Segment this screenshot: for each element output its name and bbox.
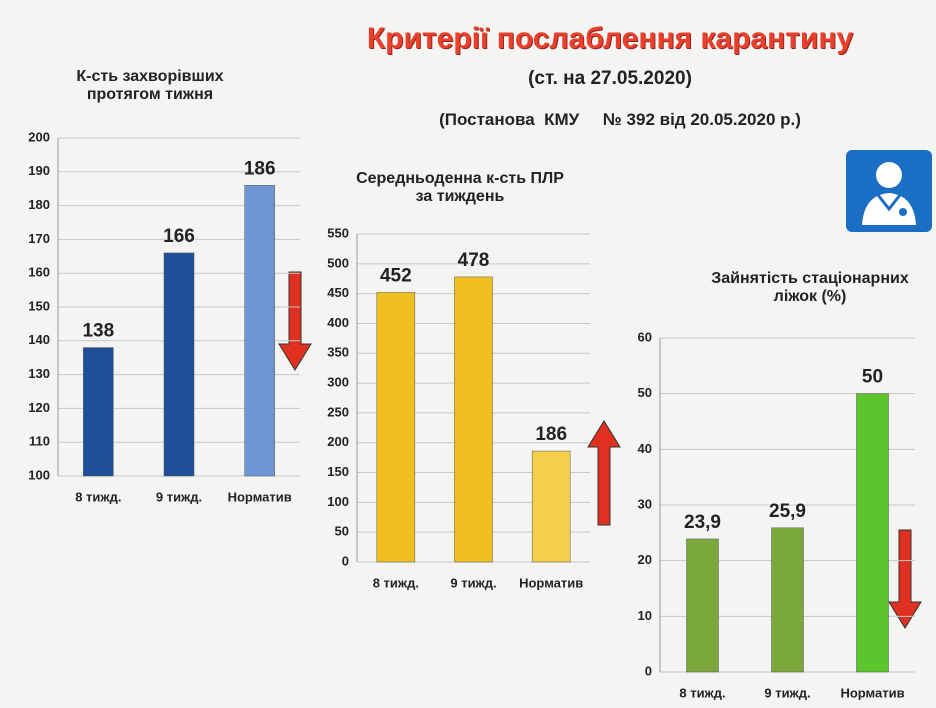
data-label: 138 [82, 321, 114, 342]
arrow-down [278, 271, 312, 371]
decree: (Постанова КМУ № 392 від 20.05.2020 р.) [439, 110, 801, 129]
y-tick-label: 30 [638, 496, 652, 511]
y-tick-label: 50 [638, 385, 652, 400]
data-label: 452 [380, 265, 412, 286]
y-tick-label: 120 [28, 400, 50, 415]
bar [376, 292, 416, 563]
data-label: 186 [244, 158, 276, 179]
y-tick-label: 400 [327, 315, 349, 330]
bar [856, 393, 889, 673]
y-tick-label: 0 [645, 663, 652, 678]
data-label: 50 [862, 367, 883, 388]
bar [163, 252, 195, 477]
x-tick-label: Норматив [840, 685, 904, 700]
bar [244, 185, 275, 477]
y-tick-label: 100 [327, 494, 349, 509]
y-tick-label: 350 [327, 345, 349, 360]
y-tick-label: 150 [327, 464, 349, 479]
doctor-icon [846, 150, 932, 232]
title: Критерії послаблення карантину [366, 22, 854, 55]
bar [531, 450, 571, 563]
y-tick-label: 450 [327, 285, 349, 300]
x-tick-label: 9 тижд. [450, 575, 496, 590]
y-tick-label: 150 [28, 298, 50, 313]
y-tick-label: 170 [28, 231, 50, 246]
y-tick-label: 50 [335, 524, 349, 539]
y-tick-label: 550 [327, 225, 349, 240]
chart-title: Зайнятість стаціонарних ліжок (%) [711, 270, 909, 305]
y-tick-label: 250 [327, 404, 349, 419]
y-tick-label: 40 [638, 441, 652, 456]
bar [454, 276, 493, 563]
chart-title: К-сть захворівших протягом тижня [76, 68, 224, 103]
y-tick-label: 200 [327, 434, 349, 449]
y-tick-label: 110 [29, 434, 50, 449]
x-tick-label: 8 тижд. [679, 685, 725, 700]
bar [83, 347, 114, 477]
x-tick-label: 8 тижд. [75, 489, 121, 504]
y-tick-label: 130 [28, 366, 50, 381]
y-tick-label: 200 [28, 129, 50, 144]
y-tick-label: 140 [28, 332, 50, 347]
chart-title: Середньоденна к-сть ПЛР за тиждень [356, 170, 564, 205]
x-tick-label: Норматив [228, 489, 292, 504]
data-label: 23,9 [684, 512, 721, 533]
arrow-up [587, 420, 621, 526]
x-tick-label: Норматив [519, 575, 583, 590]
y-tick-label: 20 [638, 552, 652, 567]
data-label: 25,9 [769, 501, 806, 522]
data-label: 166 [163, 226, 195, 247]
y-tick-label: 500 [327, 255, 349, 270]
y-tick-label: 300 [327, 375, 349, 390]
data-label: 186 [535, 424, 567, 445]
x-tick-label: 9 тижд. [764, 685, 810, 700]
date: (ст. на 27.05.2020) [528, 68, 692, 89]
y-tick-label: 10 [638, 608, 652, 623]
bar [771, 527, 804, 673]
y-tick-label: 190 [28, 163, 50, 178]
y-tick-label: 60 [638, 329, 652, 344]
data-label: 478 [458, 250, 490, 271]
x-tick-label: 9 тижд. [156, 489, 202, 504]
x-tick-label: 8 тижд. [373, 575, 419, 590]
y-tick-label: 160 [28, 265, 50, 280]
y-tick-label: 180 [28, 197, 50, 212]
bar [686, 538, 719, 673]
y-tick-label: 0 [342, 553, 349, 568]
y-tick-label: 100 [28, 467, 50, 482]
arrow-down [888, 529, 922, 629]
